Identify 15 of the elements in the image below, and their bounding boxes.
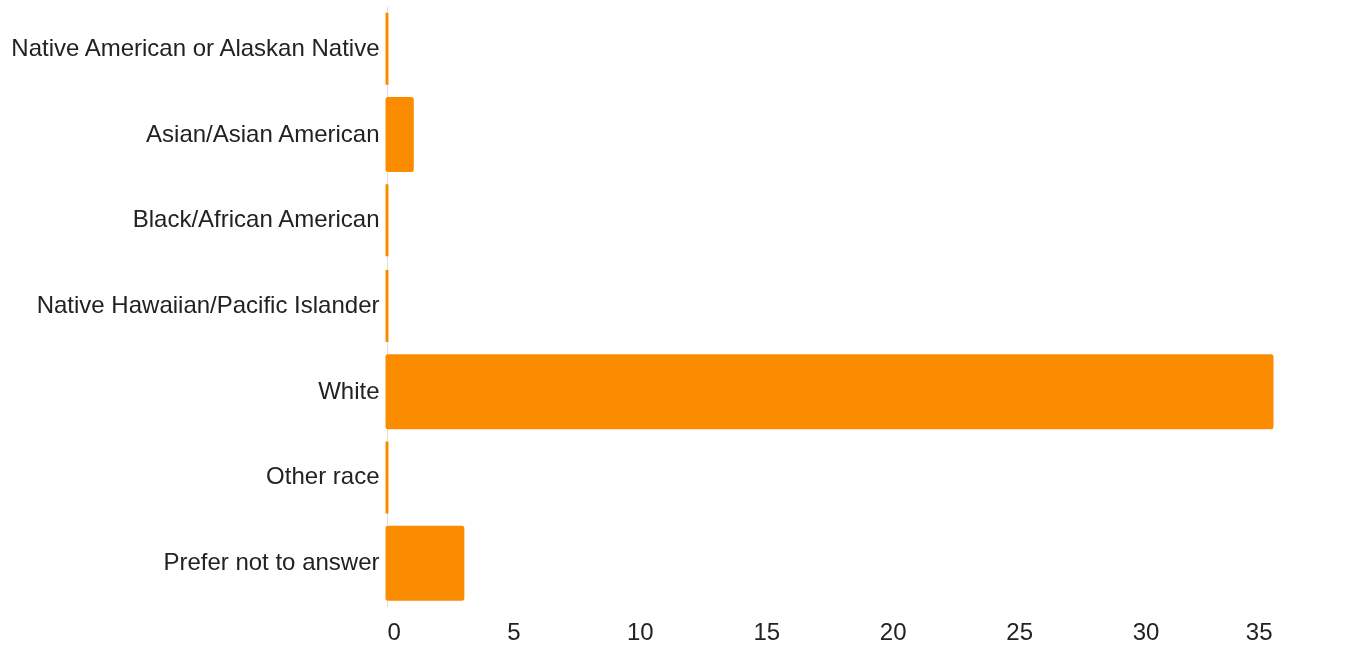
y-tick-label: Native American or Alaskan Native	[11, 33, 380, 61]
x-tick-label: 35	[1245, 617, 1273, 645]
x-tick-label: 5	[507, 617, 521, 645]
y-tick-label: Black/African American	[132, 205, 380, 233]
x-tick-label: 15	[753, 617, 781, 645]
x-tick-label: 10	[627, 617, 654, 645]
y-tick-label: Other race	[266, 462, 380, 490]
x-tick-label: 25	[1006, 617, 1033, 645]
y-tick-label: Prefer not to answer	[163, 548, 380, 576]
y-tick-label: White	[318, 376, 380, 404]
x-tick-label: 0	[387, 617, 401, 645]
y-tick-label: Asian/Asian American	[146, 119, 380, 147]
x-tick-label: 20	[879, 617, 907, 645]
y-tick-label: Native Hawaiian/Pacific Islander	[36, 291, 380, 318]
x-tick-label: 30	[1132, 617, 1160, 645]
